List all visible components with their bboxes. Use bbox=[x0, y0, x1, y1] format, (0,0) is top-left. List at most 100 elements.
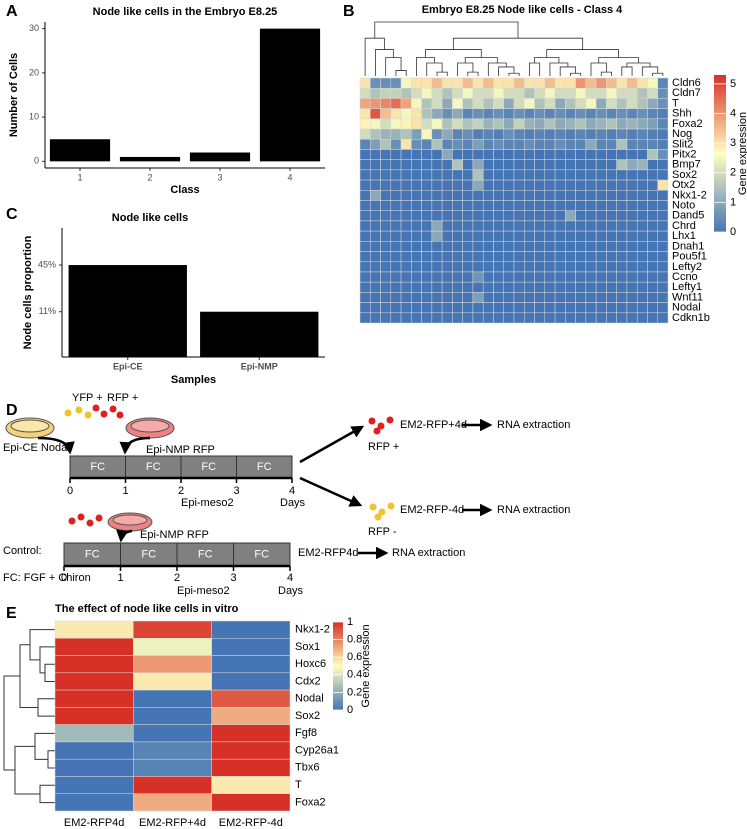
heatmap-cell bbox=[370, 220, 381, 232]
heatmap-cell bbox=[606, 302, 617, 314]
heatmap-cell bbox=[370, 241, 381, 252]
heatmap-cell bbox=[534, 118, 546, 130]
heatmap-cell bbox=[616, 302, 628, 314]
heatmap-cell bbox=[636, 251, 648, 263]
heatmap-cell bbox=[554, 190, 566, 201]
result-label: RNA extraction bbox=[392, 547, 465, 559]
heatmap-cell bbox=[411, 190, 422, 201]
heatmap-cell bbox=[544, 118, 556, 130]
arrow bbox=[116, 529, 133, 543]
heatmap-cell bbox=[472, 179, 484, 191]
row-label: T bbox=[295, 779, 302, 791]
label: Epi-NMP RFP bbox=[146, 444, 215, 456]
heatmap-cell bbox=[544, 98, 556, 109]
heatmap-cell bbox=[636, 179, 648, 191]
heatmap-cell bbox=[626, 251, 638, 263]
heatmap-cell bbox=[585, 169, 597, 181]
heatmap-cell bbox=[595, 139, 607, 150]
heatmap-cell bbox=[626, 179, 638, 191]
plate bbox=[112, 514, 148, 526]
heatmap-cell bbox=[390, 98, 402, 109]
heatmap-cell bbox=[390, 230, 402, 242]
heatmap-cell bbox=[482, 139, 494, 150]
heatmap-cell bbox=[575, 149, 587, 160]
heatmap-cell bbox=[482, 98, 494, 109]
heatmap-cell bbox=[211, 655, 291, 674]
dot bbox=[116, 411, 124, 419]
heatmap-cell bbox=[390, 169, 402, 181]
column-label: EM2-RFP+4d bbox=[139, 817, 206, 829]
heatmap-cell bbox=[359, 261, 371, 273]
heatmap-cell bbox=[441, 108, 453, 120]
heatmap-cell bbox=[462, 271, 474, 283]
heatmap-cell bbox=[493, 251, 504, 263]
heatmap-cell bbox=[565, 241, 576, 252]
heatmap-cell bbox=[400, 302, 412, 314]
heatmap-cell bbox=[524, 312, 535, 324]
heatmap-cell bbox=[370, 312, 381, 324]
heatmap-cell bbox=[636, 118, 648, 130]
heatmap-cell bbox=[554, 312, 566, 324]
heatmap-cell bbox=[431, 271, 443, 283]
heatmap-cell bbox=[380, 292, 392, 303]
heatmap-cell bbox=[400, 281, 412, 293]
heatmap-cell bbox=[211, 707, 291, 725]
heatmap-cell bbox=[554, 159, 566, 171]
heatmap-cell bbox=[441, 302, 453, 314]
heatmap-cell bbox=[421, 77, 433, 89]
stage-label: Epi-meso2 bbox=[181, 497, 234, 509]
heatmap-cell bbox=[493, 98, 504, 109]
heatmap-cell bbox=[585, 312, 597, 324]
heatmap-cell bbox=[462, 292, 474, 303]
column-label: EM2-RFP4d bbox=[64, 817, 125, 829]
heatmap-cell bbox=[472, 241, 484, 252]
heatmap-cell bbox=[472, 98, 484, 109]
heatmap-cell bbox=[647, 128, 658, 140]
heatmap-cell bbox=[534, 87, 546, 99]
heatmap-cell bbox=[370, 210, 381, 222]
heatmap-cell bbox=[380, 312, 392, 324]
heatmap-cell bbox=[513, 98, 525, 109]
heatmap-cell bbox=[616, 98, 628, 109]
heatmap-cell bbox=[647, 200, 658, 211]
heatmap-cell bbox=[472, 251, 484, 263]
heatmap-cell bbox=[606, 210, 617, 222]
dendrogram bbox=[464, 57, 498, 64]
heatmap-cell bbox=[133, 655, 212, 674]
heatmap-cell bbox=[513, 149, 525, 160]
dot bbox=[387, 502, 395, 510]
heatmap-cell bbox=[544, 190, 556, 201]
heatmap-cell bbox=[421, 128, 433, 140]
heatmap-cell bbox=[452, 149, 463, 160]
heatmap-cell bbox=[493, 128, 504, 140]
heatmap-cell bbox=[503, 159, 515, 171]
heatmap-cell bbox=[431, 77, 443, 89]
heatmap-cell bbox=[400, 118, 412, 130]
heatmap-cell bbox=[544, 108, 556, 120]
heatmap-cell bbox=[359, 200, 371, 211]
heatmap-cell bbox=[524, 149, 535, 160]
dot bbox=[386, 416, 394, 424]
heatmap-cell bbox=[441, 169, 453, 181]
heatmap-cell bbox=[554, 210, 566, 222]
heatmap-cell bbox=[524, 251, 535, 263]
heatmap-cell bbox=[554, 302, 566, 314]
heatmap-cell bbox=[493, 77, 504, 89]
heatmap-cell bbox=[359, 108, 371, 120]
heatmap-cell bbox=[513, 87, 525, 99]
heatmap-cell bbox=[482, 312, 494, 324]
heatmap-cell bbox=[380, 77, 392, 89]
heatmap-cell bbox=[400, 292, 412, 303]
colorbar-tick-label: 0 bbox=[730, 226, 736, 238]
heatmap-cell bbox=[554, 271, 566, 283]
heatmap-cell bbox=[647, 312, 658, 324]
heatmap-cell bbox=[565, 292, 576, 303]
heatmap-cell bbox=[400, 139, 412, 150]
heatmap-cell bbox=[565, 230, 576, 242]
heatmap-cell bbox=[452, 159, 463, 171]
heatmap-cell bbox=[657, 108, 669, 120]
heatmap-cell bbox=[482, 87, 494, 99]
heatmap-cell bbox=[657, 220, 669, 232]
heatmap-cell bbox=[565, 149, 576, 160]
heatmap-cell bbox=[441, 87, 453, 99]
